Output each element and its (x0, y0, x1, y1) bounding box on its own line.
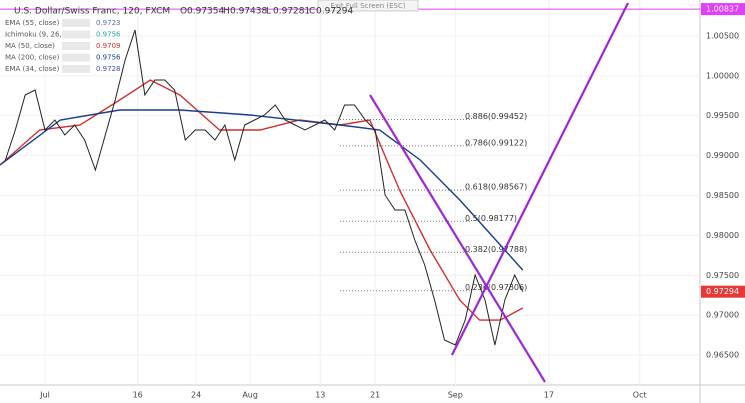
fib-label: 0.886(0.99452) (465, 112, 527, 121)
legend-value: 0.9709 (96, 42, 121, 50)
legend-name: MA (200, close) (5, 54, 60, 62)
legend-icons[interactable] (62, 42, 90, 50)
ohlc-key: C (309, 7, 315, 17)
legend-name: Ichimoku (9, 26, 52, 26) (5, 31, 89, 39)
legend-name: EMA (34, close) (5, 65, 60, 73)
line-series (4, 29, 524, 346)
legend-name: MA (50, close) (5, 42, 55, 50)
fib-label: 0.236(0.97306) (465, 283, 527, 292)
y-tick-label: 0.97000 (706, 311, 739, 320)
legend-icons[interactable] (62, 65, 90, 73)
x-tick-label: 16 (133, 391, 143, 400)
y-tick-label: 0.96500 (706, 351, 739, 360)
ohlc-value: 0.97438 (230, 7, 267, 17)
legend-name: EMA (55, close) (5, 19, 60, 27)
chart-title: U.S. Dollar/Swiss Franc, 120, FXCM (14, 7, 170, 17)
x-tick-label: 24 (191, 391, 201, 400)
fib-label: 0.5(0.98177) (465, 214, 517, 223)
x-tick-label: Oct (633, 391, 647, 400)
y-tick-label: 0.99000 (706, 151, 739, 160)
alert-tag (701, 3, 745, 16)
fib-label: 0.786(0.99122) (465, 138, 527, 147)
y-tick-label: 1.00500 (706, 31, 739, 40)
ohlc-value: 0.97354 (187, 7, 224, 17)
fib-label: 0.382(0.97788) (465, 245, 527, 254)
alert-label: 1.00837 (706, 5, 739, 14)
legend-value: 0.9728 (96, 65, 121, 73)
legend-icons[interactable] (62, 30, 90, 39)
exit-fullscreen-label: Exit Full Screen (ESC) (330, 2, 405, 10)
x-tick-label: 21 (370, 391, 380, 400)
exit-fullscreen-button[interactable] (317, 0, 419, 12)
grid (0, 0, 700, 385)
overlay: 0.96500 0.97000 0.97500 0.98000 0.98500 0.990… (5, 3, 745, 400)
ohlc-key: O (180, 7, 187, 17)
x-tick-label: Jul (39, 391, 50, 400)
x-tick-label: Aug (242, 391, 258, 400)
legend-icons[interactable] (62, 53, 90, 62)
y-tick-label: 0.98500 (706, 191, 739, 200)
legend-value: 0.9723 (96, 19, 121, 27)
price-tag-label: 0.97294 (706, 287, 739, 296)
x-tick-label: 13 (315, 391, 325, 400)
trend-line (369, 94, 546, 383)
ohlc-key: L (266, 7, 271, 17)
fib-label: 0.618(0.98567) (465, 183, 527, 192)
trend-line (451, 2, 629, 356)
legend-value: 0.9756 (96, 54, 121, 62)
y-tick-label: 0.98000 (706, 231, 739, 240)
price-tag (701, 285, 745, 298)
ohlc-key: H (223, 7, 230, 17)
y-tick-label: 0.99500 (706, 111, 739, 120)
line-series (0, 109, 524, 271)
y-tick-label: 1.00000 (706, 71, 739, 80)
ohlc-value: 0.97294 (316, 7, 353, 17)
ohlc-value: 0.97281 (273, 7, 310, 17)
legend-icons[interactable] (62, 19, 90, 27)
legend-value: 0.9756 (96, 31, 121, 39)
x-tick-label: 17 (544, 391, 554, 400)
y-tick-label: 0.97500 (706, 271, 739, 280)
x-tick-label: Sep (448, 391, 463, 400)
